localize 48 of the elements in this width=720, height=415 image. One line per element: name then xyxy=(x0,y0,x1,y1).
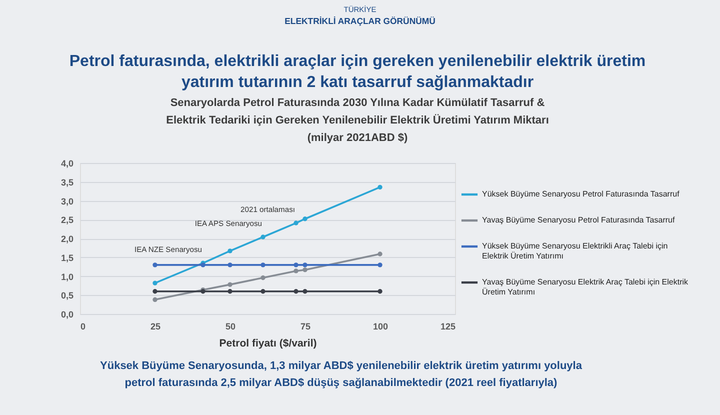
y-tick-label: 0,5 xyxy=(60,290,74,301)
legend-label: Yavaş Büyüme Senaryosu Petrol Faturasında Tasarruf xyxy=(482,216,676,224)
y-tick-label: 3,0 xyxy=(60,196,74,206)
x-tick-label: 125 xyxy=(440,322,456,332)
point xyxy=(302,216,308,222)
point xyxy=(294,220,298,226)
y-tick-label: 2,5 xyxy=(60,215,74,226)
point xyxy=(260,275,266,280)
x-tick-label: 0 xyxy=(80,322,86,332)
point xyxy=(302,262,308,268)
point xyxy=(378,252,382,256)
point xyxy=(294,262,298,268)
x-tick-label: 25 xyxy=(150,322,161,332)
x-axis-title: Petrol fiyatı ($/varil) xyxy=(219,338,317,350)
y-tick-label: 1,5 xyxy=(60,252,74,263)
point xyxy=(228,262,232,268)
legend-label: Yüksek Büyüme Senaryosu Petrol Faturasında Tasarruf xyxy=(482,190,680,198)
point xyxy=(260,289,266,294)
point xyxy=(378,289,382,294)
point xyxy=(294,289,298,294)
point xyxy=(294,268,298,274)
text: ELEKTRİKLİ ARAÇLAR GÖRÜNÜMÜ xyxy=(284,16,436,26)
chart-title: Petrol faturasında, elektrikli araçlar için gereken yenilenebilir elektrik üretim yatırım tutarının 2 katı tasarruf sağlanmaktadır xyxy=(69,53,646,91)
point xyxy=(152,262,158,268)
point xyxy=(378,262,382,268)
x-tick-label: 50 xyxy=(225,322,236,332)
y-tick-label: 3,5 xyxy=(60,177,74,188)
legend-label: Yavaş Büyüme Senaryosu Elektrik Araç Talebi için Elektrik Üretim Yatırımı xyxy=(482,278,690,296)
y-tick-label: 1,0 xyxy=(60,272,74,282)
legend-label: Yüksek Büyüme Senaryosu Elektrikli Araç Talebi için Elektrik Üretim Yatırımı xyxy=(482,242,668,260)
point xyxy=(152,297,158,302)
chart-subtitle: Senaryolarda Petrol Faturasında 2030 Yılına Kadar Kümülatif Tasarruf & Elektrik Tedariki için Gereken Yenilenebilir Elektrik Üretimi Yatırım Miktarı (milyar 2021ABD $) xyxy=(166,97,549,144)
point xyxy=(378,184,382,190)
y-tick-label: 0,0 xyxy=(60,310,74,320)
text: Yüksek Büyüme Senaryosunda, 1,3 milyar ABD$ yenilenebilir elektrik üretim yatırımı yoluyla petrol faturasında 2,5 milyar ABD$ düşüş sağlanabilmektedir (2021 reel fiyatlarıyla) xyxy=(100,360,583,389)
y-tick-label: 2,0 xyxy=(60,234,74,244)
x-tick-label: 100 xyxy=(372,322,388,332)
point xyxy=(228,289,232,294)
point xyxy=(228,282,232,287)
point xyxy=(228,248,232,254)
point xyxy=(152,280,158,286)
point xyxy=(302,267,308,272)
point xyxy=(260,262,266,268)
point xyxy=(302,289,308,294)
y-tick-label: 4,0 xyxy=(60,158,74,168)
point xyxy=(260,234,266,240)
point xyxy=(152,289,158,294)
x-tick-label: 75 xyxy=(300,322,311,332)
